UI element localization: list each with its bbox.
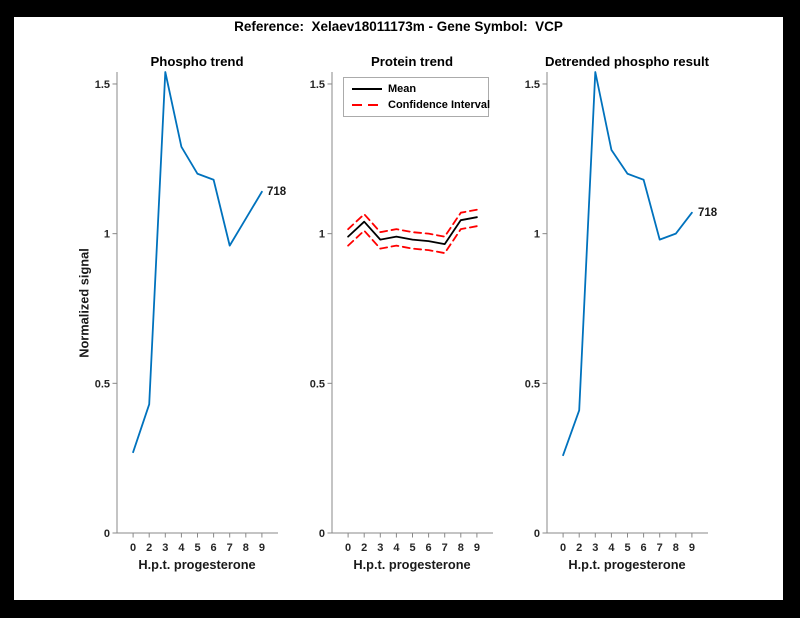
plot2-y-tick-label: 0	[319, 528, 325, 540]
plot1-y-tick-label: 0.5	[95, 378, 110, 390]
plot1-x-tick-label: 7	[227, 542, 233, 554]
plot2-x-axis-label: H.p.t. progesterone	[353, 557, 471, 572]
plot1-x-tick-label: 6	[211, 542, 217, 554]
plot3-y-tick-label: 0.5	[525, 378, 540, 390]
legend-ci-label: Confidence Interval	[388, 99, 491, 111]
legend-box: Mean Confidence Interval	[343, 77, 491, 117]
plot1-x-tick-label: 4	[178, 542, 185, 554]
ci-line-sample	[352, 103, 382, 107]
y-axis-label: Normalized signal	[76, 248, 92, 358]
plot1-x-axis-label: H.p.t. progesterone	[138, 557, 256, 572]
plot1-title: Phospho trend	[150, 54, 244, 69]
legend-entry-mean: Mean	[344, 81, 488, 97]
plot2-ci-upper-line	[347, 208, 478, 238]
plot3-y-tick-label: 1	[534, 229, 540, 241]
plot1-y-tick-label: 1	[104, 229, 110, 241]
plot2-x-tick-label: 4	[393, 542, 400, 554]
mean-line-sample	[352, 87, 382, 91]
plot2-x-tick-label: 8	[458, 542, 464, 554]
plot1-annotation-718: 718	[267, 186, 287, 198]
plot3-x-tick-label: 9	[689, 542, 695, 554]
plot2-title: Protein trend	[370, 54, 454, 69]
plot2-y-tick-label: 1	[319, 229, 325, 241]
plot2-x-tick-label: 7	[442, 542, 448, 554]
legend-mean-label: Mean	[388, 83, 417, 95]
plot3-x-tick-label: 0	[560, 542, 566, 554]
plot3-x-tick-label: 2	[576, 542, 582, 554]
plot1-x-tick-label: 0	[130, 542, 136, 554]
plot3-detrended-phospho-signal-line	[562, 71, 693, 457]
plot2-x-tick-label: 5	[409, 542, 415, 554]
plot3-y-tick-label: 0	[534, 528, 540, 540]
figure-title: Reference: Xelaev18011173m - Gene Symbol…	[234, 19, 563, 34]
plot2-y-tick-label: 1.5	[310, 79, 325, 91]
plot3-y-tick-label: 1.5	[525, 79, 540, 91]
plot2-x-tick-label: 0	[345, 542, 351, 554]
plot1-x-tick-label: 5	[194, 542, 200, 554]
plot3-title: Detrended phospho result	[544, 54, 710, 69]
legend-entry-ci: Confidence Interval	[344, 97, 491, 113]
plot2-x-tick-label: 9	[474, 542, 480, 554]
plot3-x-tick-label: 5	[624, 542, 630, 554]
plot2-y-tick-label: 0.5	[310, 378, 325, 390]
plot2-x-tick-label: 6	[426, 542, 432, 554]
plot2-mean-line	[347, 216, 478, 246]
plot1-phospho-signal-line	[132, 71, 263, 454]
plot3-x-tick-label: 3	[592, 542, 598, 554]
plot2-x-tick-label: 2	[361, 542, 367, 554]
plot3-x-tick-label: 7	[657, 542, 663, 554]
plot1-y-tick-label: 1.5	[95, 79, 110, 91]
plot3-x-tick-label: 6	[641, 542, 647, 554]
plot2-x-tick-label: 3	[377, 542, 383, 554]
plot1-x-tick-label: 9	[259, 542, 265, 554]
plot3-annotation-718: 718	[698, 207, 718, 219]
plot3-x-axis-label: H.p.t. progesterone	[568, 557, 686, 572]
plot3-x-tick-label: 4	[608, 542, 615, 554]
plot1-x-tick-label: 2	[146, 542, 152, 554]
plot3-x-tick-label: 8	[673, 542, 679, 554]
plot1-y-tick-label: 0	[104, 528, 110, 540]
plot1-x-tick-label: 3	[162, 542, 168, 554]
plot1-x-tick-label: 8	[243, 542, 249, 554]
plot2-ci-lower-line	[347, 225, 478, 255]
